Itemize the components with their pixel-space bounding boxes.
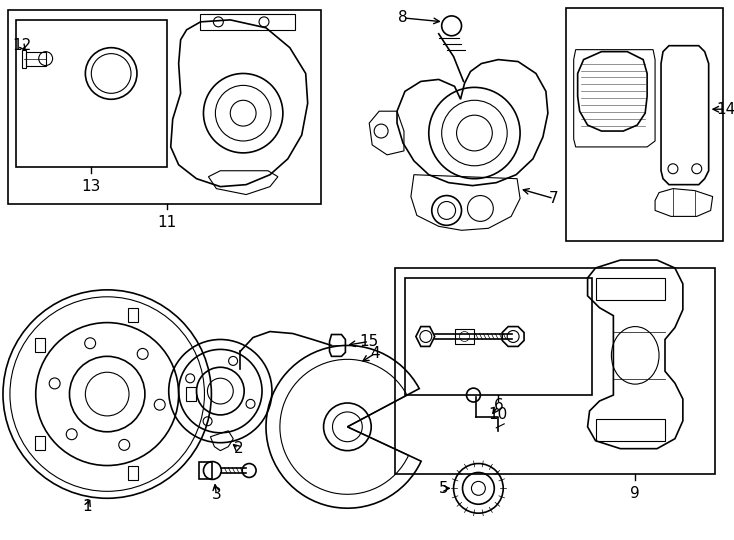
Bar xyxy=(198,462,212,480)
Bar xyxy=(395,268,715,475)
Text: 15: 15 xyxy=(360,334,379,349)
Bar xyxy=(34,338,45,352)
Text: 6: 6 xyxy=(493,399,503,414)
Bar xyxy=(454,328,474,345)
Bar xyxy=(128,467,138,480)
Text: 11: 11 xyxy=(157,215,176,231)
Text: 10: 10 xyxy=(489,407,508,422)
Bar xyxy=(566,8,722,241)
Bar xyxy=(26,52,46,65)
Text: 5: 5 xyxy=(439,481,448,496)
Bar xyxy=(186,387,195,401)
Bar xyxy=(405,278,592,395)
Text: 7: 7 xyxy=(549,191,559,206)
Text: 12: 12 xyxy=(12,38,32,53)
Text: 1: 1 xyxy=(82,499,92,514)
Text: 3: 3 xyxy=(211,487,221,502)
Text: 14: 14 xyxy=(716,102,734,117)
Bar xyxy=(595,278,665,300)
Bar xyxy=(595,419,665,441)
Bar xyxy=(34,436,45,450)
Bar xyxy=(22,50,26,68)
Text: 8: 8 xyxy=(398,10,408,25)
Text: 9: 9 xyxy=(631,487,640,501)
Bar xyxy=(128,308,138,322)
Bar xyxy=(200,14,295,30)
Bar xyxy=(16,20,167,167)
Text: 4: 4 xyxy=(371,346,380,361)
Text: 2: 2 xyxy=(233,441,243,456)
Bar xyxy=(8,10,321,204)
Text: 13: 13 xyxy=(81,179,101,194)
